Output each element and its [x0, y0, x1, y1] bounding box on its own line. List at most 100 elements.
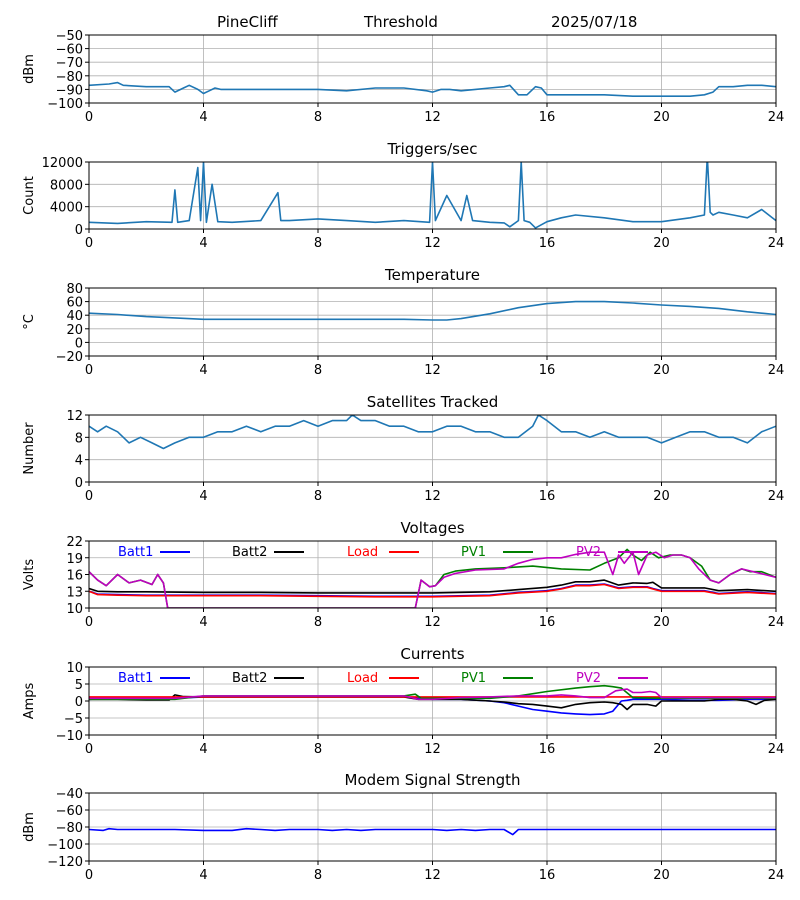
signal-x-tick-label: 4 — [199, 110, 207, 125]
satellites-title: Satellites Tracked — [367, 393, 498, 411]
currents-x-tick-label: 4 — [199, 742, 207, 757]
modem-x-tick-label: 24 — [768, 868, 785, 883]
currents-legend-label-pv2: PV2 — [576, 671, 601, 686]
currents-y-tick-label: 10 — [66, 661, 83, 676]
figure-header: PineCliff Threshold 2025/07/18 — [217, 13, 637, 31]
satellites-x-tick-label: 16 — [539, 489, 556, 504]
modem-panel: 0 4 8 12 16 20 24 −120 −100 −80 −60 −40 Modem Signal… — [22, 771, 784, 883]
currents-y-label: Amps — [22, 682, 37, 719]
signal-y-tick-label: −90 — [56, 83, 83, 98]
signal-x-tick-label: 24 — [768, 110, 785, 125]
temperature-x-tick-label: 12 — [424, 363, 441, 378]
mode-label: Threshold — [363, 13, 438, 31]
currents-x-tick-label: 16 — [539, 742, 556, 757]
currents-series-line-pv2 — [89, 688, 776, 701]
voltages-legend-label-batt2: Batt2 — [232, 545, 267, 560]
satellites-x-tick-label: 8 — [314, 489, 322, 504]
currents-title: Currents — [400, 645, 464, 663]
modem-x-tick-label: 12 — [424, 868, 441, 883]
signal-x-tick-label: 8 — [314, 110, 322, 125]
temperature-x-tick-label: 20 — [653, 363, 670, 378]
modem-x-tick-label: 16 — [539, 868, 556, 883]
satellites-panel: 0 4 8 12 16 20 24 0 4 8 12 Satellites Tracked Number — [22, 393, 784, 504]
temperature-x-tick-label: 16 — [539, 363, 556, 378]
modem-y-tick-label: −40 — [56, 787, 83, 802]
triggers-y-tick-label: 12000 — [42, 156, 83, 171]
currents-y-tick-label: 0 — [75, 695, 83, 710]
modem-series-line — [89, 827, 776, 836]
signal-series-line — [89, 81, 776, 97]
satellites-y-tick-label: 0 — [75, 476, 83, 491]
triggers-x-tick-label: 0 — [85, 236, 93, 251]
date-label: 2025/07/18 — [551, 13, 637, 31]
voltages-y-tick-label: 16 — [66, 569, 83, 584]
voltages-x-tick-label: 8 — [314, 615, 322, 630]
satellites-x-tick-label: 20 — [653, 489, 670, 504]
temperature-x-tick-label: 4 — [199, 363, 207, 378]
voltages-x-tick-label: 20 — [653, 615, 670, 630]
temperature-y-tick-label: 0 — [75, 336, 83, 351]
temperature-y-tick-label: −20 — [56, 350, 83, 365]
temperature-y-tick-label: 40 — [66, 309, 83, 324]
satellites-x-tick-label: 4 — [199, 489, 207, 504]
triggers-x-tick-label: 4 — [199, 236, 207, 251]
temperature-y-tick-label: 20 — [66, 323, 83, 338]
satellites-x-tick-label: 24 — [768, 489, 785, 504]
signal-panel: 0 4 8 12 16 20 24 −100−90−80−70−60−50 dBm — [22, 29, 784, 125]
currents-x-tick-label: 8 — [314, 742, 322, 757]
modem-y-tick-label: −80 — [56, 821, 83, 836]
voltages-y-tick-label: 10 — [66, 602, 83, 617]
currents-y-tick-label: −5 — [64, 712, 83, 727]
satellites-y-tick-label: 12 — [66, 409, 83, 424]
modem-y-label: dBm — [22, 812, 37, 842]
currents-legend-label-load: Load — [347, 671, 378, 686]
modem-y-tick-label: −100 — [47, 838, 83, 853]
modem-x-tick-label: 20 — [653, 868, 670, 883]
triggers-x-tick-label: 12 — [424, 236, 441, 251]
satellites-x-tick-label: 0 — [85, 489, 93, 504]
temperature-y-label: °C — [22, 314, 37, 330]
modem-x-tick-label: 4 — [199, 868, 207, 883]
voltages-y-tick-label: 13 — [66, 585, 83, 600]
triggers-series-line — [89, 162, 776, 229]
modem-title: Modem Signal Strength — [345, 771, 521, 789]
temperature-y-tick-label: 80 — [66, 282, 83, 297]
signal-x-tick-label: 12 — [424, 110, 441, 125]
modem-x-tick-label: 0 — [85, 868, 93, 883]
modem-x-tick-label: 8 — [314, 868, 322, 883]
voltages-legend-label-pv2: PV2 — [576, 545, 601, 560]
temperature-series-line — [89, 300, 776, 321]
triggers-y-tick-label: 8000 — [50, 178, 83, 193]
voltages-x-tick-label: 0 — [85, 615, 93, 630]
triggers-x-tick-label: 16 — [539, 236, 556, 251]
triggers-x-tick-label: 24 — [768, 236, 785, 251]
voltages-legend-label-pv1: PV1 — [461, 545, 486, 560]
satellites-y-tick-label: 8 — [75, 431, 83, 446]
satellites-x-tick-label: 12 — [424, 489, 441, 504]
currents-x-tick-label: 24 — [768, 742, 785, 757]
voltages-y-tick-label: 22 — [66, 535, 83, 550]
triggers-x-tick-label: 8 — [314, 236, 322, 251]
voltages-title: Voltages — [400, 519, 464, 537]
triggers-x-tick-label: 20 — [653, 236, 670, 251]
voltages-series-line-load — [89, 583, 776, 598]
signal-y-label: dBm — [22, 54, 37, 84]
signal-y-tick-label: −100 — [47, 97, 83, 112]
voltages-legend-label-batt1: Batt1 — [118, 545, 153, 560]
voltages-x-tick-label: 12 — [424, 615, 441, 630]
voltages-y-tick-label: 19 — [66, 552, 83, 567]
triggers-panel: 0 4 8 12 16 20 24 0 4000 8000 12000 Triggers/sec Cou… — [22, 140, 784, 251]
currents-y-tick-label: −10 — [56, 729, 83, 744]
temperature-x-tick-label: 0 — [85, 363, 93, 378]
currents-legend-label-batt1: Batt1 — [118, 671, 153, 686]
temperature-y-tick-label: 60 — [66, 296, 83, 311]
triggers-y-tick-label: 0 — [75, 223, 83, 238]
triggers-title: Triggers/sec — [387, 140, 478, 158]
triggers-y-tick-label: 4000 — [50, 201, 83, 216]
temperature-x-tick-label: 8 — [314, 363, 322, 378]
signal-x-tick-label: 16 — [539, 110, 556, 125]
